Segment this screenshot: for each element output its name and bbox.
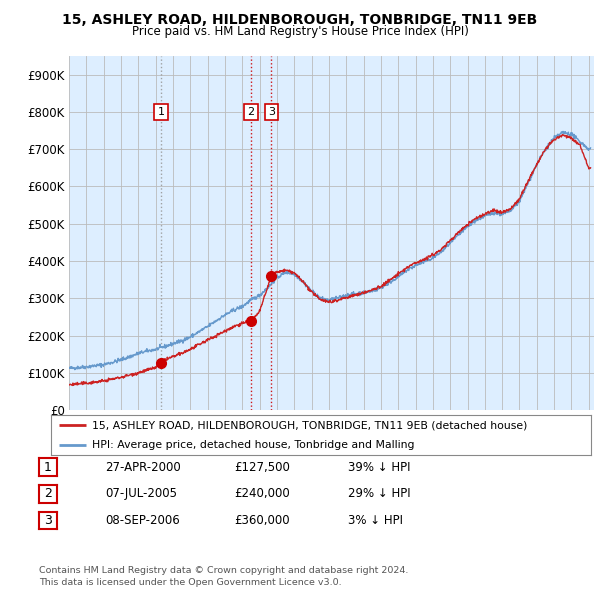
Text: 1: 1	[158, 107, 164, 117]
Text: 15, ASHLEY ROAD, HILDENBOROUGH, TONBRIDGE, TN11 9EB (detached house): 15, ASHLEY ROAD, HILDENBOROUGH, TONBRIDG…	[91, 421, 527, 430]
Text: 08-SEP-2006: 08-SEP-2006	[105, 514, 180, 527]
Text: 1: 1	[44, 461, 52, 474]
Text: £360,000: £360,000	[234, 514, 290, 527]
Text: 3% ↓ HPI: 3% ↓ HPI	[348, 514, 403, 527]
Text: Contains HM Land Registry data © Crown copyright and database right 2024.
This d: Contains HM Land Registry data © Crown c…	[39, 566, 409, 587]
Text: 27-APR-2000: 27-APR-2000	[105, 461, 181, 474]
Text: 39% ↓ HPI: 39% ↓ HPI	[348, 461, 410, 474]
Text: 3: 3	[44, 514, 52, 527]
Text: £127,500: £127,500	[234, 461, 290, 474]
Text: 29% ↓ HPI: 29% ↓ HPI	[348, 487, 410, 500]
Text: HPI: Average price, detached house, Tonbridge and Malling: HPI: Average price, detached house, Tonb…	[91, 441, 414, 450]
Text: 15, ASHLEY ROAD, HILDENBOROUGH, TONBRIDGE, TN11 9EB: 15, ASHLEY ROAD, HILDENBOROUGH, TONBRIDG…	[62, 13, 538, 27]
Text: 07-JUL-2005: 07-JUL-2005	[105, 487, 177, 500]
Text: 3: 3	[268, 107, 275, 117]
Text: Price paid vs. HM Land Registry's House Price Index (HPI): Price paid vs. HM Land Registry's House …	[131, 25, 469, 38]
Text: 2: 2	[248, 107, 254, 117]
Text: 2: 2	[44, 487, 52, 500]
Text: £240,000: £240,000	[234, 487, 290, 500]
